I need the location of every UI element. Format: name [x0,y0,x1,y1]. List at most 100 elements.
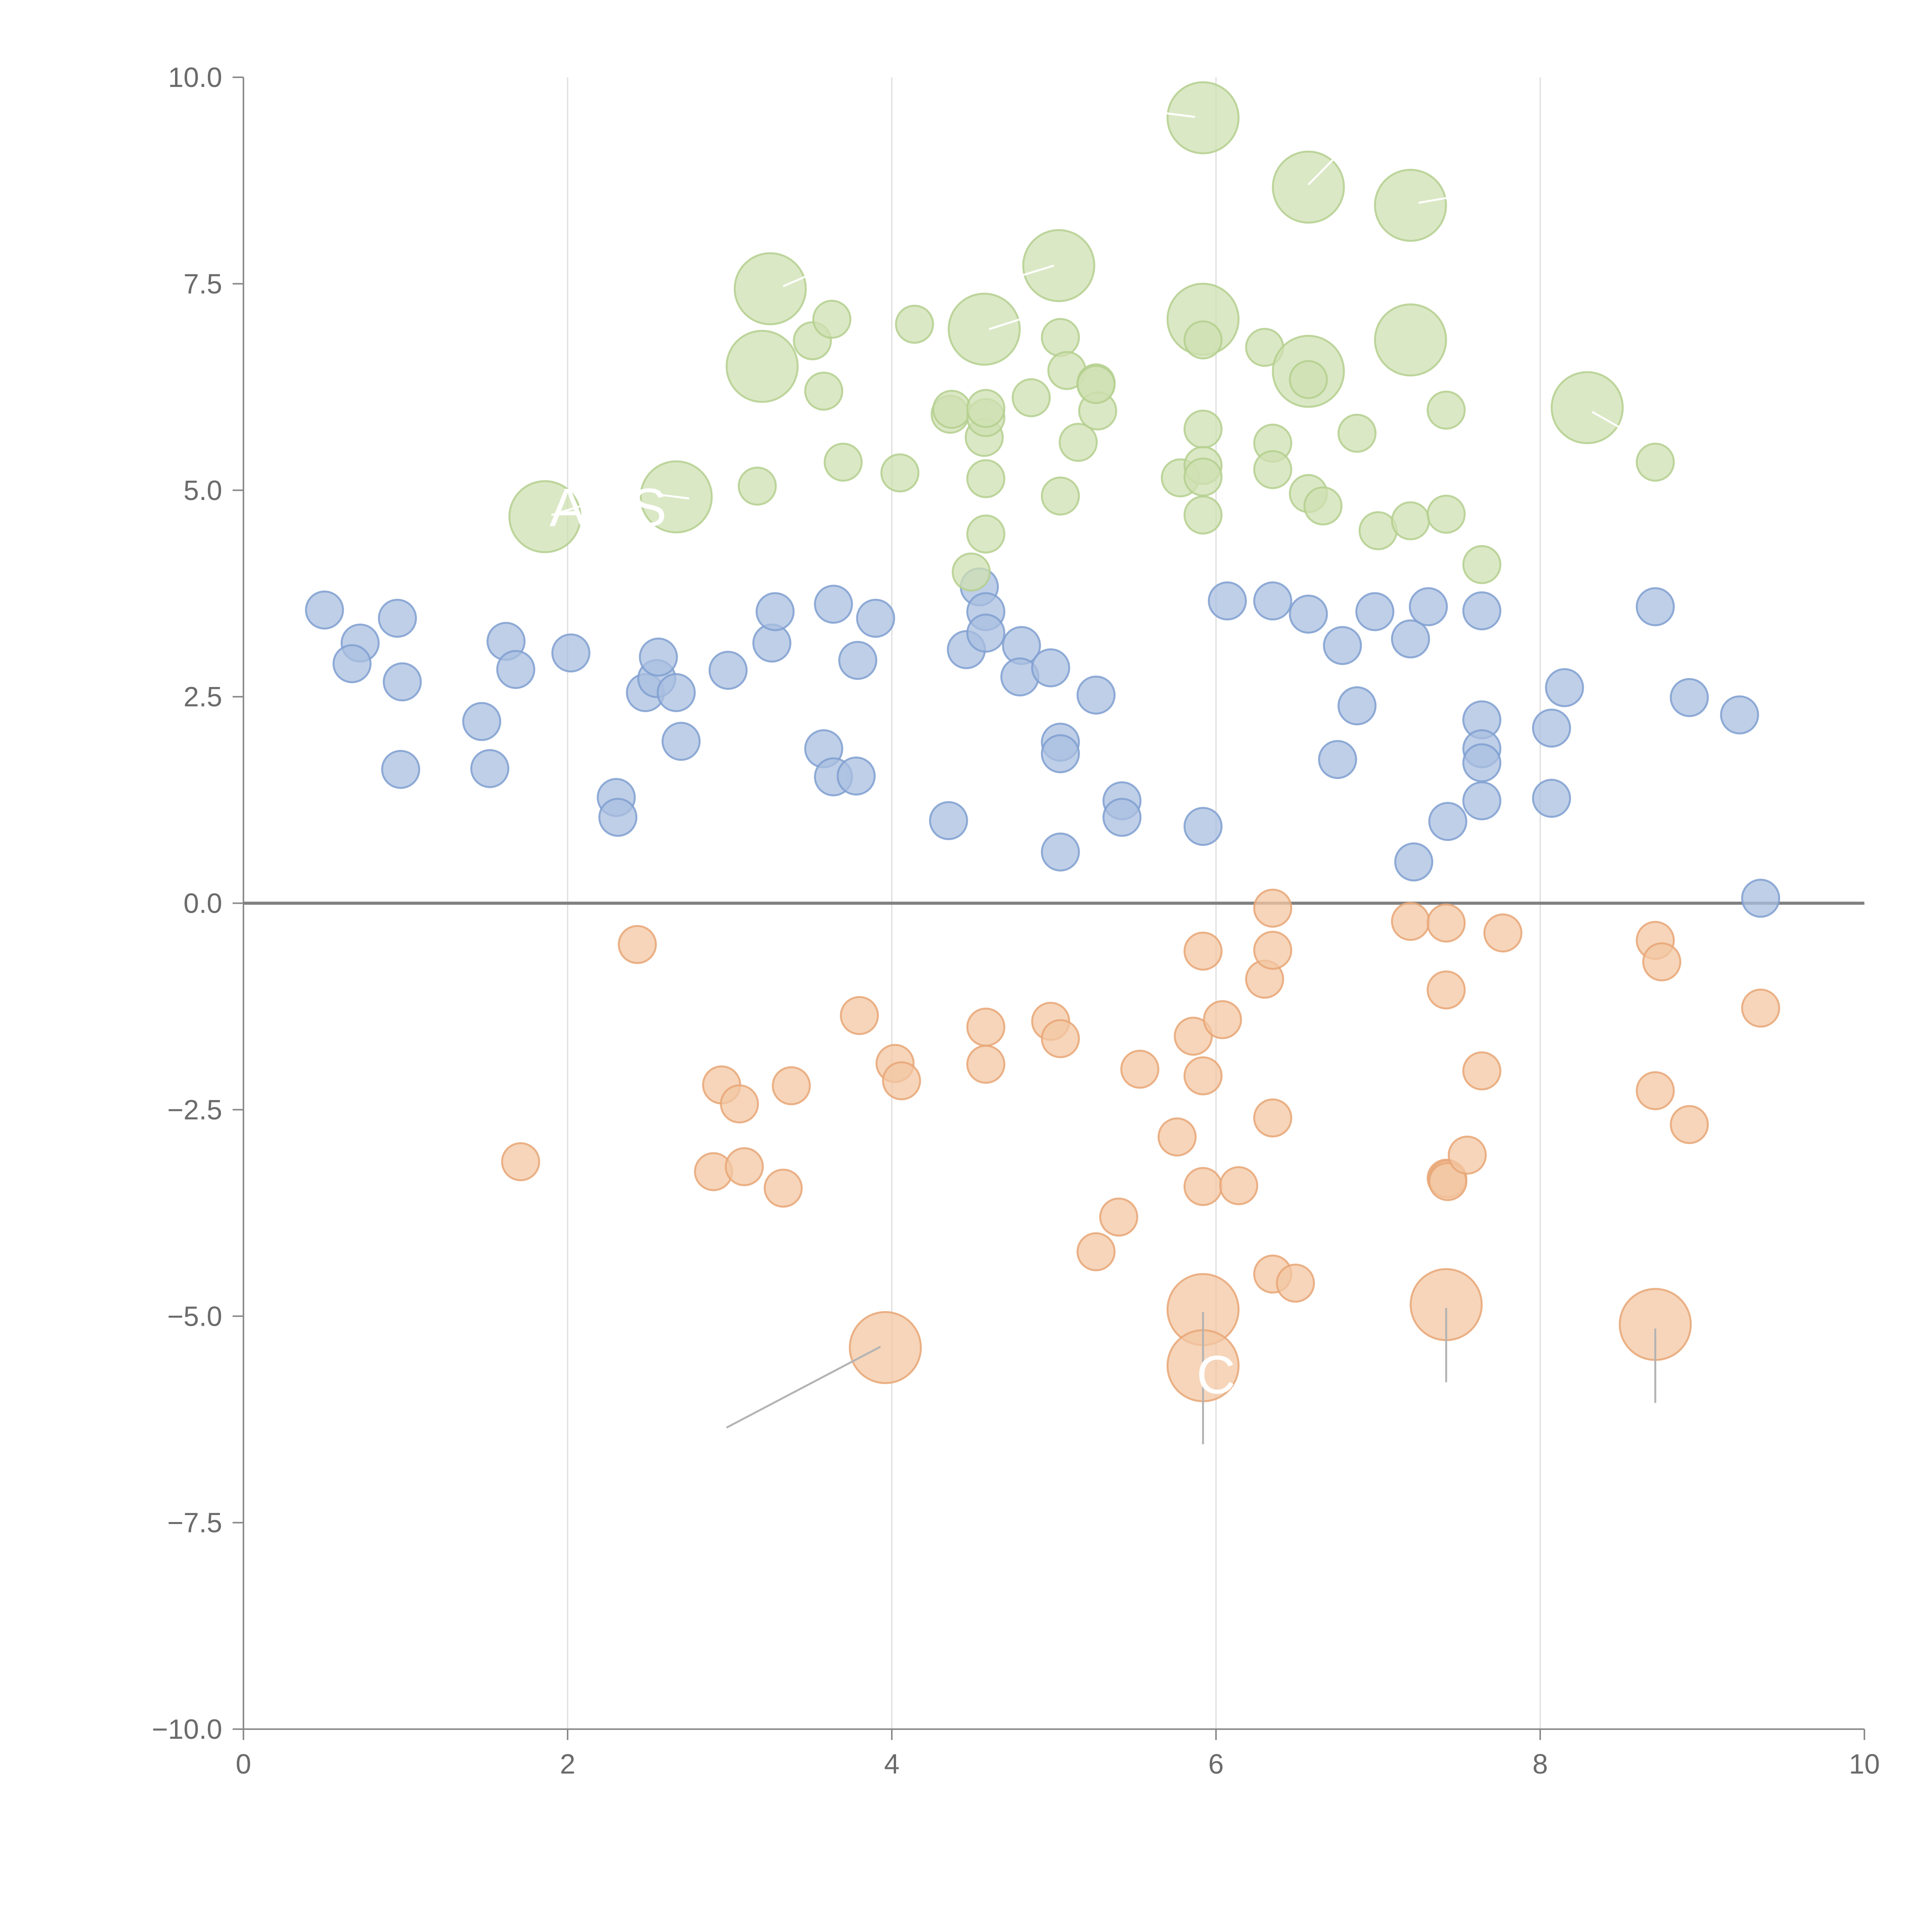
y-tick-label: 0.0 [184,888,222,919]
blue-point [1102,798,1142,837]
blue-point [1670,678,1709,717]
green-point [1374,303,1447,377]
annotation-label: S [631,477,667,538]
orange-point [1120,1049,1160,1089]
leader-line [1308,159,1333,185]
y-tick-label: −7.5 [167,1508,222,1539]
points-layer [305,81,1781,1402]
orange-point [966,1044,1005,1084]
orange-point [1077,1232,1116,1272]
x-tick-label: 0 [236,1749,251,1780]
green-point [952,552,991,592]
green-point [1183,320,1223,360]
green-point [1253,450,1293,489]
blue-point [1183,807,1223,846]
blue-point [496,650,536,689]
green-point [1166,81,1240,155]
orange-point [966,1007,1005,1047]
y-tick-label: −2.5 [167,1095,222,1126]
blue-point [1323,626,1362,665]
leader-line [782,266,828,287]
orange-point [720,1084,759,1124]
green-point [947,293,1021,366]
orange-point [1173,1017,1213,1056]
blue-point [1462,591,1502,631]
x-tick-label: 6 [1208,1749,1224,1780]
blue-point [1741,879,1781,918]
green-point [1427,495,1466,534]
blue-point [305,590,344,630]
green-point [738,466,777,506]
blue-point [332,644,372,684]
orange-point [1041,1019,1080,1058]
green-point [1636,442,1675,482]
green-point [812,299,852,339]
orange-point [617,925,657,964]
blue-point [1462,743,1502,782]
orange-point [1253,1098,1293,1138]
leader-line [551,502,592,516]
blue-point [1318,740,1357,779]
orange-point [1183,931,1223,971]
blue-point [929,801,968,840]
blue-point [1253,581,1293,621]
green-point [1391,501,1430,541]
green-point [1183,457,1223,497]
blue-point [662,722,701,761]
blue-point [462,702,502,741]
green-point [932,389,971,429]
orange-point [1428,1162,1468,1201]
orange-point [1203,1000,1242,1039]
blue-point [1041,734,1080,774]
green-point [966,514,1005,554]
green-point [1183,495,1223,535]
green-point [1359,511,1398,550]
green-point [966,459,1005,498]
orange-point [1183,1056,1223,1095]
blue-point [1394,842,1434,882]
green-point [1077,365,1116,404]
axis-layer: 0 2 4 6 8 10 −10.0 −7.5 −5.0 −2.5 0.0 2.5 5.0 7.5 10.0 [152,62,1880,1780]
green-point [1551,371,1624,444]
blue-point [378,599,417,638]
orange-point [501,1142,540,1182]
orange-point [724,1147,764,1186]
blue-point [1532,779,1571,818]
blue-point [1545,668,1584,707]
blue-point [814,585,853,624]
y-tick-label: 10.0 [168,62,222,93]
leader-line [726,1346,881,1429]
green-point [823,442,863,482]
green-point [1183,410,1223,449]
green-point [1303,486,1343,526]
blue-point [383,662,422,702]
orange-point [1427,970,1466,1010]
orange-point [1642,942,1682,981]
green-point [1058,423,1098,462]
orange-point [772,1066,811,1105]
y-tick-label: −10.0 [152,1714,222,1745]
x-tick-label: 4 [884,1749,900,1780]
green-point [733,252,807,325]
blue-point [1031,648,1070,687]
orange-point [1157,1117,1197,1156]
blue-point [1391,619,1430,658]
green-point [1041,476,1080,516]
orange-point [1670,1105,1709,1144]
leader-line [988,308,1054,330]
green-point [895,304,934,344]
blue-point [856,599,895,638]
y-tick-label: 7.5 [184,269,222,299]
blue-point [1041,832,1080,872]
orange-point [1183,1167,1223,1206]
leader-line [1592,411,1622,429]
orange-point [1276,1264,1315,1303]
green-point [1289,360,1328,399]
green-point [1272,150,1345,224]
blue-point [755,592,795,631]
green-point [508,480,582,553]
orange-point [1219,1166,1259,1206]
blue-point [1355,592,1395,631]
